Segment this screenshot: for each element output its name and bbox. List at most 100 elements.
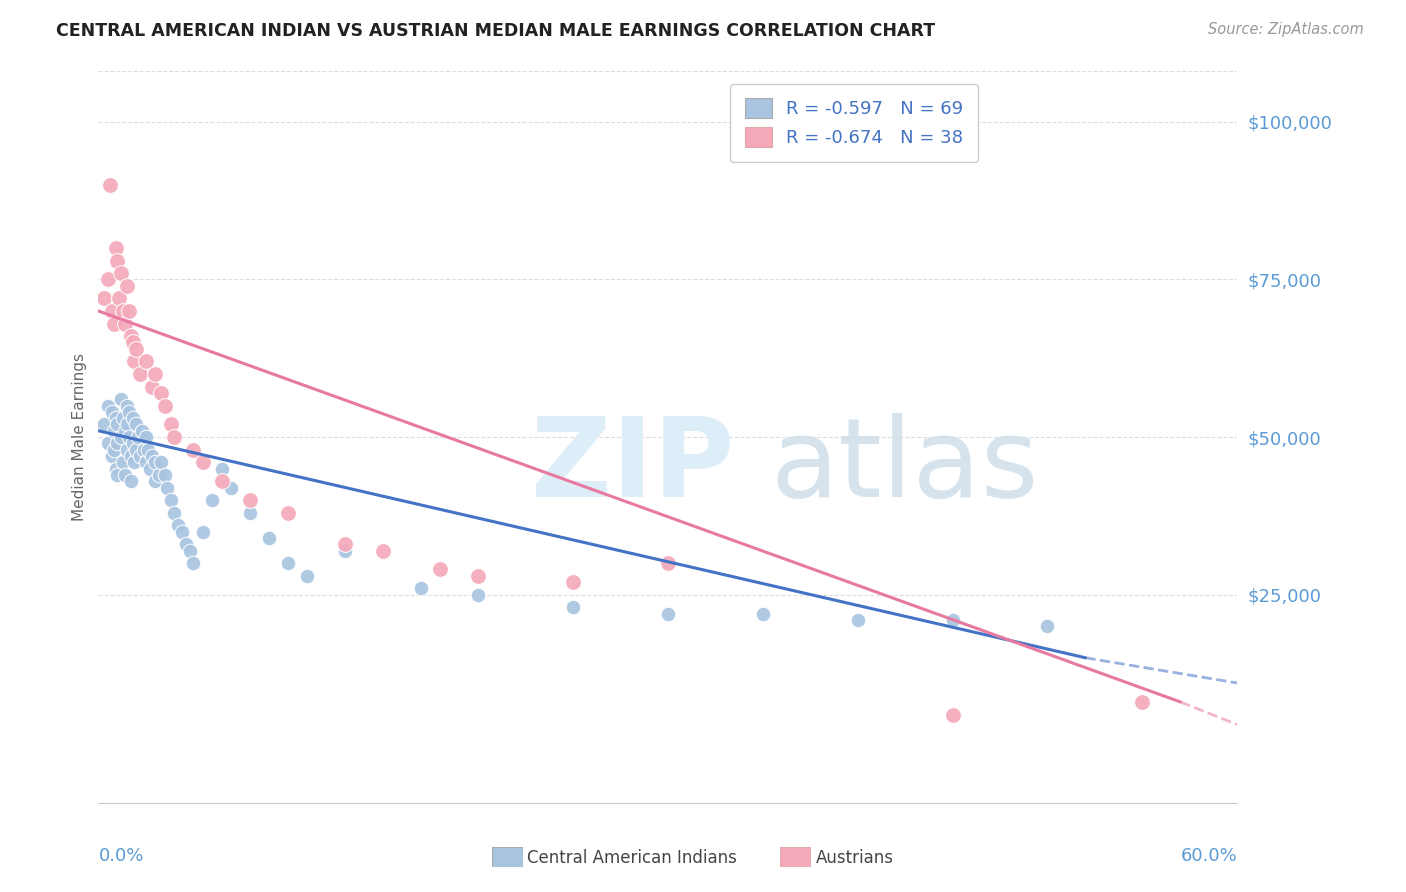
Point xyxy=(125,342,148,356)
Point xyxy=(121,335,143,350)
Point xyxy=(562,575,585,590)
Point xyxy=(118,405,141,419)
Point xyxy=(112,411,135,425)
Point xyxy=(135,354,157,368)
Point xyxy=(942,613,965,627)
Point xyxy=(371,543,394,558)
Point xyxy=(129,449,152,463)
Point xyxy=(239,506,262,520)
Text: CENTRAL AMERICAN INDIAN VS AUSTRIAN MEDIAN MALE EARNINGS CORRELATION CHART: CENTRAL AMERICAN INDIAN VS AUSTRIAN MEDI… xyxy=(56,22,935,40)
Point xyxy=(150,386,173,401)
Y-axis label: Median Male Earnings: Median Male Earnings xyxy=(72,353,87,521)
Point xyxy=(277,556,299,570)
Point xyxy=(129,367,152,381)
Point xyxy=(183,442,205,457)
Point xyxy=(97,399,120,413)
Point xyxy=(132,442,155,457)
Point xyxy=(97,436,120,450)
Text: Central American Indians: Central American Indians xyxy=(527,849,737,867)
Point xyxy=(846,613,869,627)
Point xyxy=(411,582,433,596)
Point xyxy=(100,405,122,419)
Point xyxy=(429,562,451,576)
Point xyxy=(163,430,186,444)
Point xyxy=(148,467,170,482)
Point xyxy=(107,417,129,432)
Point xyxy=(104,461,127,475)
Text: 0.0%: 0.0% xyxy=(98,847,143,864)
Point xyxy=(120,474,142,488)
Point xyxy=(183,556,205,570)
Point xyxy=(145,474,167,488)
Point xyxy=(114,424,136,438)
Point xyxy=(131,424,153,438)
Point xyxy=(104,241,127,255)
Text: Source: ZipAtlas.com: Source: ZipAtlas.com xyxy=(1208,22,1364,37)
Point xyxy=(110,266,132,280)
Point xyxy=(110,392,132,407)
Point xyxy=(277,506,299,520)
Point xyxy=(118,304,141,318)
Point xyxy=(125,417,148,432)
Point xyxy=(118,430,141,444)
Point xyxy=(135,455,157,469)
Point xyxy=(115,278,138,293)
Point xyxy=(297,569,319,583)
Point xyxy=(156,481,179,495)
Point xyxy=(467,588,489,602)
Point xyxy=(125,442,148,457)
Point xyxy=(103,424,125,438)
Point xyxy=(1036,619,1059,633)
Point xyxy=(657,607,679,621)
Point xyxy=(141,379,163,393)
Point xyxy=(121,436,143,450)
Point xyxy=(467,569,489,583)
Point xyxy=(657,556,679,570)
Point xyxy=(159,493,181,508)
Text: atlas: atlas xyxy=(770,413,1039,520)
Point xyxy=(98,178,121,192)
Point xyxy=(100,449,122,463)
Point xyxy=(141,449,163,463)
Point xyxy=(135,430,157,444)
Point xyxy=(107,436,129,450)
Point xyxy=(752,607,775,621)
Point xyxy=(153,467,176,482)
Point xyxy=(942,707,965,722)
Point xyxy=(179,543,201,558)
Point xyxy=(138,461,160,475)
Legend: R = -0.597   N = 69, R = -0.674   N = 38: R = -0.597 N = 69, R = -0.674 N = 38 xyxy=(730,84,977,161)
Point xyxy=(114,467,136,482)
Point xyxy=(120,329,142,343)
Point xyxy=(153,399,176,413)
Text: 60.0%: 60.0% xyxy=(1181,847,1237,864)
Point xyxy=(239,493,262,508)
Text: Austrians: Austrians xyxy=(815,849,893,867)
Point xyxy=(115,417,138,432)
Point xyxy=(100,304,122,318)
Point xyxy=(335,543,357,558)
Point xyxy=(211,461,233,475)
Point xyxy=(93,417,115,432)
Point xyxy=(211,474,233,488)
Point xyxy=(104,411,127,425)
Point xyxy=(174,537,197,551)
Point xyxy=(163,506,186,520)
Point xyxy=(93,291,115,305)
Point xyxy=(1132,695,1154,709)
Point xyxy=(562,600,585,615)
Point xyxy=(191,455,214,469)
Point xyxy=(124,455,146,469)
Point xyxy=(112,455,135,469)
Point xyxy=(335,537,357,551)
Point xyxy=(110,430,132,444)
Point xyxy=(167,518,190,533)
Point xyxy=(108,291,131,305)
Point xyxy=(107,253,129,268)
Point xyxy=(103,442,125,457)
Point xyxy=(150,455,173,469)
Point xyxy=(145,455,167,469)
Point xyxy=(115,399,138,413)
Point xyxy=(145,367,167,381)
Point xyxy=(136,442,159,457)
